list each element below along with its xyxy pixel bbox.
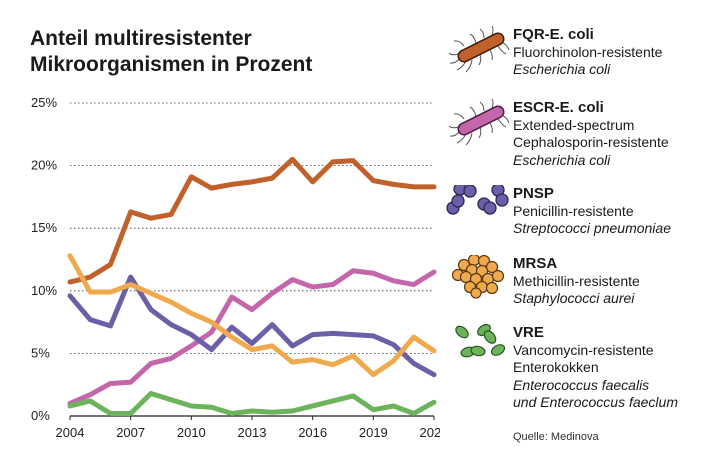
y-tick-label: 25% — [31, 95, 57, 110]
legend-desc: Fluorchinolon-resistente — [513, 43, 663, 60]
legend-abbr: ESCR-E. coli — [513, 99, 604, 116]
legend-desc: Methicillin-resistente — [513, 272, 640, 289]
legend-item-vre: VRE Vancomycin-resistente Enterokokken E… — [446, 324, 716, 420]
legend-abbr: MRSA — [513, 255, 558, 272]
legend-item-escr-e-coli: ESCR-E. coli Extended-spectrum Cephalosp… — [446, 99, 716, 179]
line-chart: 0% 5% 10% 15% 20% 25% 2004 2007 2010 2013 2016 2019… — [31, 95, 440, 440]
chart-title: Anteil multiresistenter Mikroorganismen … — [30, 26, 430, 78]
legend-item-fqr-e-coli: FQR-E. coli Fluorchinolon-resistente Esc… — [446, 26, 716, 88]
y-tick-label: 10% — [31, 283, 57, 298]
legend-species: Escherichia coli — [513, 151, 611, 168]
legend-species: Streptococci pneumoniae — [513, 220, 671, 236]
legend-abbr: VRE — [513, 324, 544, 341]
series-line-vre — [67, 390, 437, 416]
x-tick-label: 2016 — [298, 425, 327, 440]
x-tick-label: 2010 — [177, 425, 206, 440]
x-tick-label: 2013 — [238, 425, 267, 440]
legend-abbr: FQR-E. coli — [513, 26, 594, 43]
legend-item-mrsa: MRSA Methicillin-resistente Staphylococc… — [446, 255, 716, 317]
legend-species: und Enterococcus faeclum — [513, 394, 678, 410]
legend-item-pnsp: PNSP Penicillin-resistente Streptococci … — [446, 185, 716, 247]
title-line-2: Mikroorganismen in Prozent — [30, 53, 313, 76]
enterococci-icon — [455, 324, 506, 358]
x-tick-label: 2019 — [359, 425, 388, 440]
diplococci-icon — [446, 185, 509, 215]
legend-desc: Extended-spectrum — [513, 116, 635, 133]
series-line-mrsa — [67, 253, 437, 378]
source-note: Quelle: Medinova — [513, 431, 599, 443]
x-tick-label: 2007 — [116, 425, 145, 440]
series-line-escr-e-coli — [67, 268, 437, 406]
title-line-1: Anteil multiresistenter — [30, 27, 252, 50]
legend-desc: Penicillin-resistente — [513, 202, 634, 219]
series-line-fqr-e-coli — [67, 156, 437, 285]
x-tick-label: 2022 — [420, 425, 440, 440]
staphylococci-cluster-icon — [451, 255, 505, 299]
x-tick-label: 2004 — [56, 425, 85, 440]
y-tick-label: 0% — [31, 408, 50, 423]
legend-desc: Vancomycin-resistente — [513, 341, 654, 358]
bacillus-icon — [448, 99, 510, 146]
y-tick-label: 5% — [31, 345, 50, 360]
legend-species: Staphylococci aurei — [513, 290, 635, 306]
legend-species: Enterococcus faecalis — [513, 376, 650, 393]
legend-desc: Enterokokken — [513, 359, 599, 375]
y-tick-label: 15% — [31, 220, 57, 235]
legend-abbr: PNSP — [513, 185, 554, 202]
legend-desc: Cephalosporin-resistente — [513, 134, 669, 150]
y-tick-label: 20% — [31, 158, 57, 173]
legend-species: Escherichia coli — [513, 61, 611, 77]
series-line-pnsp — [67, 274, 437, 378]
bacillus-icon — [448, 26, 510, 73]
